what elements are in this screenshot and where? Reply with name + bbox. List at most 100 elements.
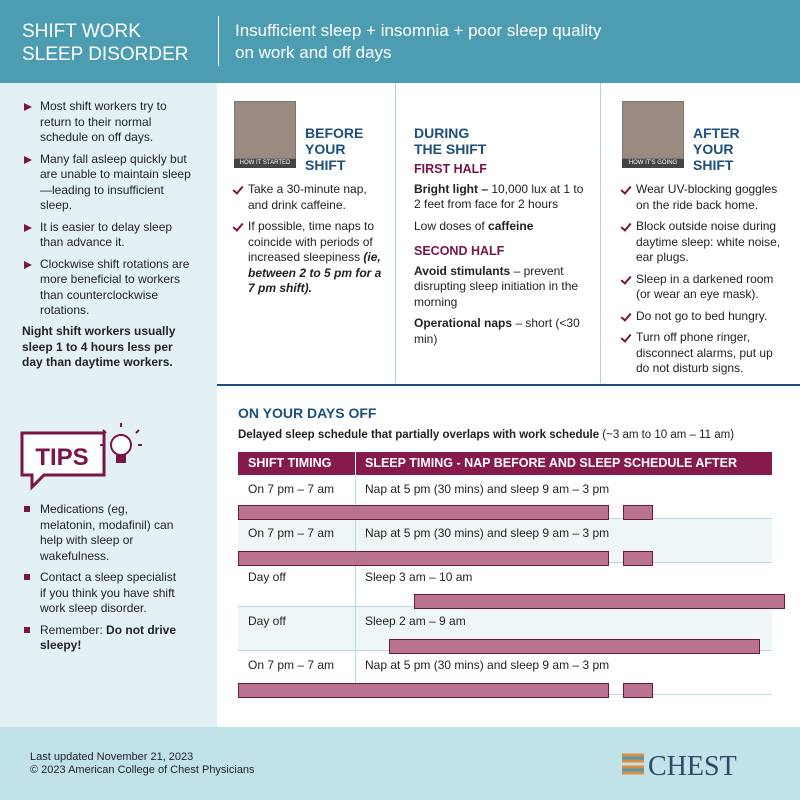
heading-line: AFTER [693, 125, 740, 141]
sleep-bar [238, 505, 609, 520]
item-lead: caffeine [488, 218, 534, 233]
tip: Contact a sleep specialist if you think … [22, 570, 182, 617]
tip: Remember: Do not drive sleepy! [22, 623, 182, 654]
speech-bubble [20, 431, 106, 491]
subtitle-text: (~3 am to 10 am – 11 am) [599, 429, 735, 441]
item: Block outside noise during daytime sleep… [622, 219, 787, 266]
heading-line: SHIFT [693, 157, 734, 173]
photo-caption: HOW IT'S GOING [622, 159, 684, 168]
subtitle-lead: Delayed sleep schedule that partially ov… [238, 429, 600, 441]
cell: Nap at 5 pm (30 mins) and sleep 9 am – 3… [365, 482, 610, 496]
item: Turn off phone ringer, disconnect alarms… [622, 330, 787, 377]
subtitle-line: on work and off days [235, 43, 392, 62]
cell: Nap at 5 pm (30 mins) and sleep 9 am – 3… [365, 526, 610, 540]
tip-emphasis: Do not drive sleepy! [40, 622, 177, 653]
section-heading: AFTER YOUR SHIFT [693, 125, 740, 173]
divider [355, 452, 356, 475]
heading-line: YOUR [305, 141, 346, 157]
item-lead: Avoid stimulants [414, 263, 511, 278]
item: Bright light – 10,000 lux at 1 to 2 feet… [414, 182, 589, 213]
subheading: FIRST HALF [414, 162, 487, 176]
bullet: Many fall asleep quickly but are unable … [22, 152, 192, 214]
cell: On 7 pm – 7 am [248, 658, 335, 672]
item: Low doses of caffeine [414, 219, 589, 235]
heading-line: YOUR [693, 141, 734, 157]
sleep-bar [238, 551, 609, 566]
bulb-rays [100, 423, 142, 446]
subheading: SECOND HALF [414, 244, 505, 258]
header: SHIFT WORK SLEEP DISORDER Insufficient s… [0, 0, 800, 83]
heading-line: DURING [414, 125, 470, 141]
column-header: SHIFT TIMING [248, 456, 332, 470]
item-lead: Operational naps [414, 316, 513, 330]
bullet: Most shift workers try to return to thei… [22, 99, 192, 146]
item-text: 10,000 lux at 1 to 2 feet from face for … [414, 181, 584, 212]
cell: On 7 pm – 7 am [248, 526, 335, 540]
column-header: SLEEP TIMING - NAP BEFORE AND SLEEP SCHE… [365, 456, 738, 470]
logo-mark [622, 753, 644, 775]
sleep-bar [238, 683, 609, 698]
item: Take a 30-minute nap, and drink caffeine… [234, 182, 384, 213]
divider [395, 83, 396, 383]
item: Operational naps – short (<30 min) [414, 316, 589, 347]
item-text: – prevent disrupting sleep initiation in… [414, 263, 579, 309]
cell: Nap at 5 pm (30 mins) and sleep 9 am – 3… [365, 658, 610, 672]
section-heading: DURING THE SHIFT [414, 125, 486, 157]
logo-text: CHEST [648, 751, 737, 781]
sleep-bar [389, 639, 760, 654]
note: Night shift workers usually sleep 1 to 4… [22, 324, 176, 369]
item: If possible, time naps to coincide with … [234, 219, 384, 297]
cell: Day off [248, 614, 286, 628]
heading-line: BEFORE [305, 125, 364, 141]
divider [600, 83, 601, 383]
title-line: SLEEP DISORDER [22, 44, 189, 65]
divider [218, 16, 219, 66]
title-line: SHIFT WORK [22, 21, 141, 42]
footer-text: Last updated November 21, 2023 © 2023 Am… [30, 751, 255, 777]
heading-line: SHIFT [305, 157, 346, 173]
during-content: FIRST HALF Bright light – 10,000 lux at … [414, 162, 589, 347]
tip-text: Medications (eg, melatonin, modafinil) c… [40, 502, 174, 563]
logo-mark [622, 756, 644, 772]
item-text: Take a 30-minute nap, and drink caffeine… [248, 182, 367, 212]
divider [355, 475, 356, 695]
photo-caption: HOW IT STARTED [234, 159, 296, 168]
updated: Last updated November 21, 2023 [30, 751, 194, 763]
logo: CHEST [622, 751, 737, 781]
tips-icon: TIPS [20, 423, 142, 491]
nap-bar [623, 505, 653, 520]
subtitle: Insufficient sleep + insomnia + poor sle… [235, 20, 601, 64]
item: Wear UV-blocking goggles on the ride bac… [622, 182, 787, 213]
cell: Sleep 3 am – 10 am [365, 570, 473, 584]
tips-list: Medications (eg, melatonin, modafinil) c… [22, 502, 182, 660]
tips-label: TIPS [35, 444, 88, 471]
item-lead: Bright light – [414, 181, 488, 196]
title: SHIFT WORK SLEEP DISORDER [22, 20, 188, 66]
photo [234, 101, 296, 159]
sidebar: Most shift workers try to return to thei… [0, 83, 217, 727]
tip-text: Contact a sleep specialist if you think … [40, 570, 177, 615]
bullet-list: Most shift workers try to return to thei… [22, 99, 192, 325]
item-text: Low doses of [414, 218, 489, 233]
item: Do not go to bed hungry. [622, 309, 787, 325]
heading-line: THE SHIFT [414, 141, 487, 157]
divider [217, 384, 800, 386]
subtitle-line: Insufficient sleep + insomnia + poor sle… [235, 21, 602, 40]
item-text: If possible, time naps to coincide with … [248, 219, 375, 264]
check-list: Wear UV-blocking goggles on the ride bac… [622, 182, 787, 383]
cell: Sleep 2 am – 9 am [365, 614, 466, 628]
nap-bar [623, 683, 653, 698]
table-header: SHIFT TIMING SLEEP TIMING - NAP BEFORE A… [238, 452, 772, 475]
section-heading: ON YOUR DAYS OFF [238, 405, 377, 421]
cell: Day off [248, 570, 286, 584]
tip: Medications (eg, melatonin, modafinil) c… [22, 502, 182, 564]
photo [622, 101, 684, 159]
item: Avoid stimulants – prevent disrupting sl… [414, 264, 589, 311]
bullet: It is easier to delay sleep than advance… [22, 220, 192, 251]
item: Sleep in a darkened room (or wear an eye… [622, 272, 787, 303]
tip-text: Remember: [40, 622, 107, 637]
footer: Last updated November 21, 2023 © 2023 Am… [0, 727, 800, 800]
nap-bar [623, 551, 653, 566]
item-text: – short (<30 min) [414, 316, 580, 346]
